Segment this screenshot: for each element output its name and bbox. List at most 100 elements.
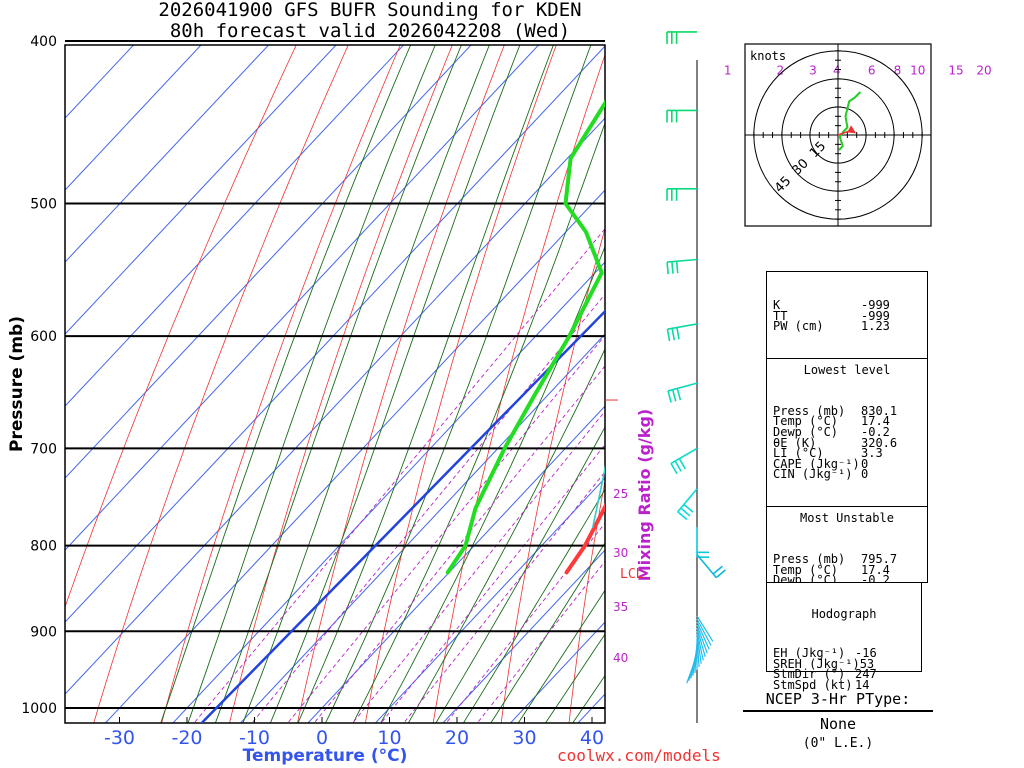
dry-adiabat <box>65 45 297 609</box>
dry-adiabat <box>229 45 453 723</box>
wind-barb <box>670 447 698 475</box>
wind-barb-flag <box>667 390 672 403</box>
isotherm-line <box>374 477 605 723</box>
wind-barb-flag <box>676 388 682 401</box>
stat-row: StmSpd (kt) 14 <box>773 679 915 691</box>
stat-row: Temp (°C) 17.4 <box>773 414 921 429</box>
wind-barb-staff <box>670 447 698 465</box>
wind-barb-staff <box>677 488 698 513</box>
wind-barb-flag <box>666 329 671 342</box>
wind-barb-flag <box>671 328 676 341</box>
stat-label: Dewp (°C) <box>773 424 839 439</box>
theta-e-label: 35 <box>613 600 628 614</box>
theta-e-label: 25 <box>613 487 628 501</box>
wind-barb-flag <box>675 261 679 274</box>
moist-adiabat <box>435 426 605 723</box>
low-level-wind-barb <box>696 618 712 646</box>
stat-label: Dewp (°C) <box>773 573 839 588</box>
low-level-wind-barb <box>696 630 704 661</box>
stat-label: TT <box>773 308 788 323</box>
lowest-level-heading: Lowest level <box>767 357 927 380</box>
stat-value: 320.6 <box>861 435 898 450</box>
wind-barb-flag <box>683 503 694 513</box>
moist-adiabat <box>380 245 605 723</box>
wind-barb-staff <box>667 382 698 392</box>
stat-label: Press (mb) <box>773 403 846 418</box>
mixing-ratio-label: 8 <box>894 64 902 78</box>
mixing-ratio-axis-label: Mixing Ratio (g/kg) <box>635 409 654 581</box>
wind-barb-flag <box>677 511 688 521</box>
moist-adiabat <box>269 45 521 723</box>
chart-subtitle: 80h forecast valid 2026042208 (Wed) <box>169 20 571 42</box>
low-level-wind-barb <box>696 633 702 664</box>
stat-label: PW (cm) <box>773 319 824 334</box>
stat-row: Press (mb) 795.7 <box>773 551 921 566</box>
isotherm-line <box>0 0 881 768</box>
most-unstable-heading: Most Unstable <box>767 505 927 528</box>
wind-barb-flag <box>671 261 674 274</box>
dry-adiabat <box>364 45 557 723</box>
stat-row: TT -999 <box>773 308 921 323</box>
wind-barb <box>696 527 709 558</box>
stat-label: K <box>773 298 781 312</box>
dry-adiabat <box>297 45 505 723</box>
stat-value: 0 <box>861 456 869 471</box>
mixing-ratio-label: 2 <box>777 64 785 78</box>
moist-adiabat <box>544 633 605 723</box>
moist-adiabat <box>187 45 436 723</box>
source-credit[interactable]: coolwx.com/models <box>557 746 721 765</box>
wind-barb <box>666 323 698 342</box>
temperature-tick-label: 20 <box>445 727 469 749</box>
dry-adiabat <box>568 478 605 723</box>
stat-row: Dewp (°C) -0.2 <box>773 573 921 588</box>
mixing-ratio-line <box>476 560 605 723</box>
hodograph-ring-label: 15 <box>807 139 829 161</box>
wind-barb <box>696 554 726 579</box>
temperature-tick-label: 0 <box>316 727 328 749</box>
stat-label: CAPE (Jkg⁻¹) <box>773 456 860 471</box>
wind-barb-flag <box>666 262 669 275</box>
stat-value: 17.4 <box>861 414 890 429</box>
stat-row: Press (mb) 830.1 <box>773 403 921 418</box>
dewpoint-line <box>445 99 605 575</box>
mixing-ratio-label: 4 <box>833 64 841 78</box>
reference-line <box>199 309 605 723</box>
moist-adiabat <box>160 45 412 723</box>
isotherm-line <box>509 621 605 723</box>
stat-label: Press (mb) <box>773 551 846 566</box>
temperature-tick-label: 10 <box>377 727 401 749</box>
ptype-title: NCEP 3-Hr PType: <box>743 690 933 712</box>
mixing-ratio-label: 6 <box>868 64 876 78</box>
stat-row: LI (°C) 3.3 <box>773 446 921 461</box>
wind-barb-flag <box>715 569 726 579</box>
x-axis-label: Temperature (°C) <box>243 746 408 766</box>
moist-adiabat <box>325 45 592 723</box>
stat-value: -999 <box>861 298 890 312</box>
mixing-ratio-line <box>352 410 605 723</box>
moist-adiabat <box>462 488 605 723</box>
pressure-tick-label: 500 <box>30 196 57 212</box>
pressure-tick-label: 400 <box>30 34 57 50</box>
mixing-ratio-label: 1 <box>724 64 732 78</box>
stat-value: 3.3 <box>861 446 883 461</box>
ptype-panel: NCEP 3-Hr PType: None (0" L.E.) <box>743 690 933 751</box>
indices-panel: K -999 TT -999 PW (cm) 1.23 Lowest level Pres… <box>766 271 928 628</box>
mixing-ratio-label: 3 <box>809 64 817 78</box>
stat-label: Temp (°C) <box>773 562 839 577</box>
moist-adiabat <box>490 542 605 723</box>
dry-adiabat <box>93 45 349 723</box>
stat-row: Dewp (°C) -0.2 <box>773 424 921 439</box>
hodograph-stats-heading: Hodograph <box>811 607 877 621</box>
mixing-ratio-line <box>403 471 605 723</box>
stat-row: PW (cm) 1.23 <box>773 319 921 334</box>
temperature-tick-label: 30 <box>512 727 536 749</box>
moist-adiabat <box>297 45 554 723</box>
stat-label: EH (Jkg⁻¹) <box>773 646 846 660</box>
stat-row: EH (Jkg⁻¹) -16 <box>773 646 915 660</box>
stat-value: 247 <box>855 667 877 682</box>
stat-row: CIN (Jkg⁻¹) 0 <box>773 469 921 481</box>
stat-value: 17.4 <box>861 562 890 577</box>
plot-frame <box>64 44 606 724</box>
